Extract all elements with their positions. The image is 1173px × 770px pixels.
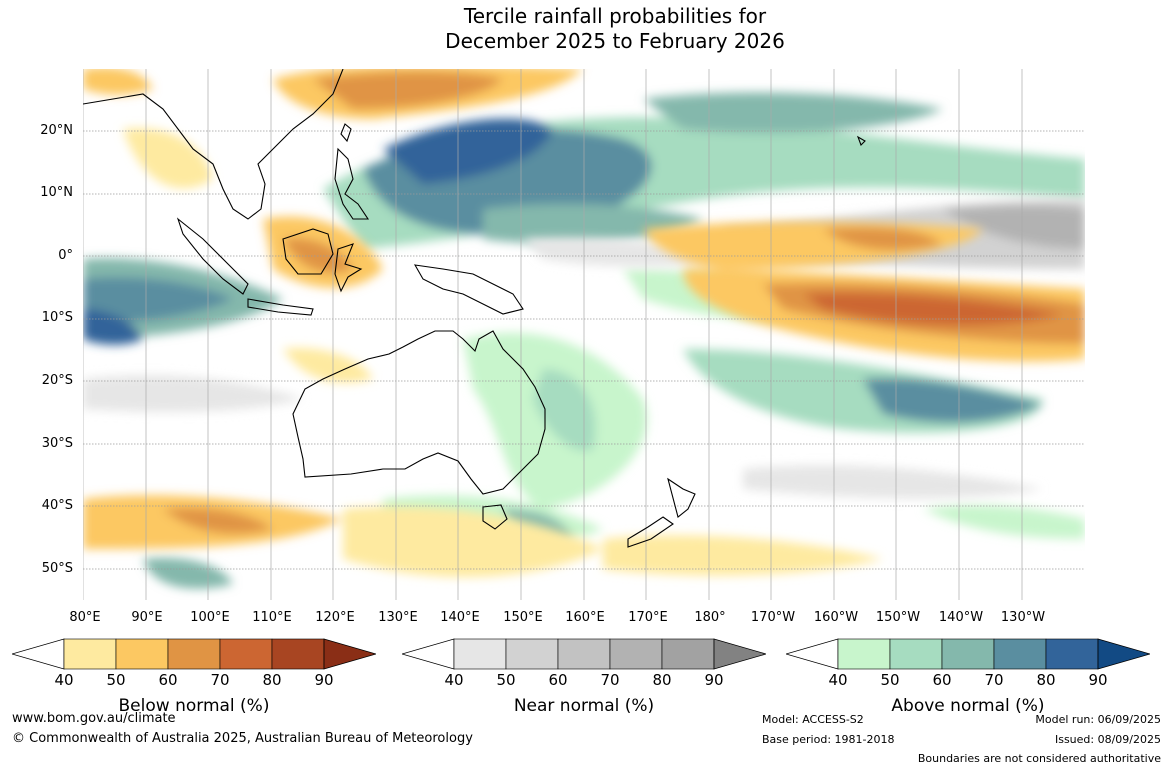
below-normal-regions: [83, 69, 1085, 578]
hawaii-coast: [856, 135, 866, 146]
base-period: Base period: 1981-2018: [762, 733, 895, 746]
lat-label: 30°S: [41, 436, 73, 451]
boundaries-disclaimer: Boundaries are not considered authoritat…: [917, 752, 1161, 765]
asia-coast: [83, 69, 344, 220]
lat-label: 0°: [58, 248, 73, 263]
colorbar-tick: 80: [652, 671, 672, 689]
java-coast: [247, 298, 314, 316]
lon-label: 140°W: [938, 610, 984, 625]
tasmania-coast: [482, 504, 508, 530]
borneo-coast: [282, 228, 334, 275]
lon-label: 100°E: [190, 610, 230, 625]
lon-label: 80°E: [69, 610, 101, 625]
lon-label: 160°W: [813, 610, 859, 625]
swatch: [63, 638, 117, 670]
swatch: [557, 638, 611, 670]
colorbar-tick: 70: [210, 671, 230, 689]
map-title-line-1: Tercile rainfall probabilities for: [463, 4, 767, 28]
swatch: [453, 638, 507, 670]
lon-label: 90°E: [131, 610, 163, 625]
colorbar-tick: 40: [444, 671, 464, 689]
lon-label: 160°E: [565, 610, 605, 625]
lon-label: 130°E: [378, 610, 418, 625]
lat-label: 10°S: [41, 310, 73, 325]
swatch: [1045, 638, 1099, 670]
colorbar-tick: 60: [548, 671, 568, 689]
lon-label: 150°W: [875, 610, 921, 625]
philippines-coast: [334, 147, 370, 220]
colorbar-title-near: Near normal (%): [513, 696, 655, 716]
colorbar-title-below: Below normal (%): [118, 696, 270, 716]
sumatra-coast: [176, 217, 249, 295]
lat-label: 40°S: [41, 498, 73, 513]
colorbar-tick: 40: [54, 671, 74, 689]
colorbar-above-normal-swatches: [786, 638, 1150, 670]
issued-date: Issued: 08/09/2025: [1054, 733, 1161, 746]
source-url: www.bom.gov.au/climate: [12, 711, 176, 726]
colorbar-tick: 90: [704, 671, 724, 689]
colorbar-tick: 50: [880, 671, 900, 689]
swatch: [889, 638, 943, 670]
australia-coast: [292, 330, 546, 495]
colorbar-tick: 80: [262, 671, 282, 689]
lat-label: 20°S: [41, 373, 73, 388]
map-title: Tercile rainfall probabilities for Decem…: [0, 4, 1173, 54]
lat-label: 20°N: [40, 123, 73, 138]
colorbar-below-normal: [12, 638, 376, 670]
lat-label: 10°N: [40, 185, 73, 200]
model-name: Model: ACCESS-S2: [762, 713, 864, 726]
model-run-date: Model run: 06/09/2025: [1035, 713, 1161, 726]
new-guinea-coast: [413, 264, 524, 315]
colorbar-above-normal: [786, 638, 1150, 670]
swatch: [941, 638, 995, 670]
sulawesi-coast: [334, 243, 363, 293]
colorbar-tick: 60: [158, 671, 178, 689]
lon-label: 180°: [694, 610, 726, 625]
copyright-notice: © Commonwealth of Australia 2025, Austra…: [12, 731, 473, 746]
colorbar-below-normal-swatches: [12, 638, 376, 670]
lon-label: 150°E: [503, 610, 543, 625]
new-zealand-coast: [627, 477, 696, 548]
colorbar-tick: 90: [1088, 671, 1108, 689]
colorbar-tick: 80: [1036, 671, 1056, 689]
colorbar-near-normal-swatches: [402, 638, 766, 670]
map-title-line-2: December 2025 to February 2026: [445, 29, 785, 53]
lon-label: 170°E: [628, 610, 668, 625]
swatch: [271, 638, 325, 670]
probability-map: [83, 69, 1085, 600]
coastlines: [83, 69, 866, 548]
lon-label: 170°W: [750, 610, 796, 625]
colorbar-tick: 70: [600, 671, 620, 689]
colorbar-tick: 70: [984, 671, 1004, 689]
colorbar-tick: 50: [496, 671, 516, 689]
colorbar-tick: 90: [314, 671, 334, 689]
taiwan-coast: [340, 123, 352, 143]
lat-label: 50°S: [41, 561, 73, 576]
lon-label: 130°W: [1000, 610, 1046, 625]
colorbar-title-above: Above normal (%): [891, 696, 1045, 716]
swatch: [219, 638, 273, 670]
swatch: [115, 638, 169, 670]
lon-label: 120°E: [315, 610, 355, 625]
swatch: [661, 638, 715, 670]
swatch: [505, 638, 559, 670]
swatch: [609, 638, 663, 670]
swatch: [993, 638, 1047, 670]
swatch: [837, 638, 891, 670]
lon-label: 110°E: [252, 610, 292, 625]
colorbar-tick: 40: [828, 671, 848, 689]
swatch: [167, 638, 221, 670]
colorbar-near-normal: [402, 638, 766, 670]
lon-label: 140°E: [440, 610, 480, 625]
colorbar-tick: 50: [106, 671, 126, 689]
colorbar-tick: 60: [932, 671, 952, 689]
